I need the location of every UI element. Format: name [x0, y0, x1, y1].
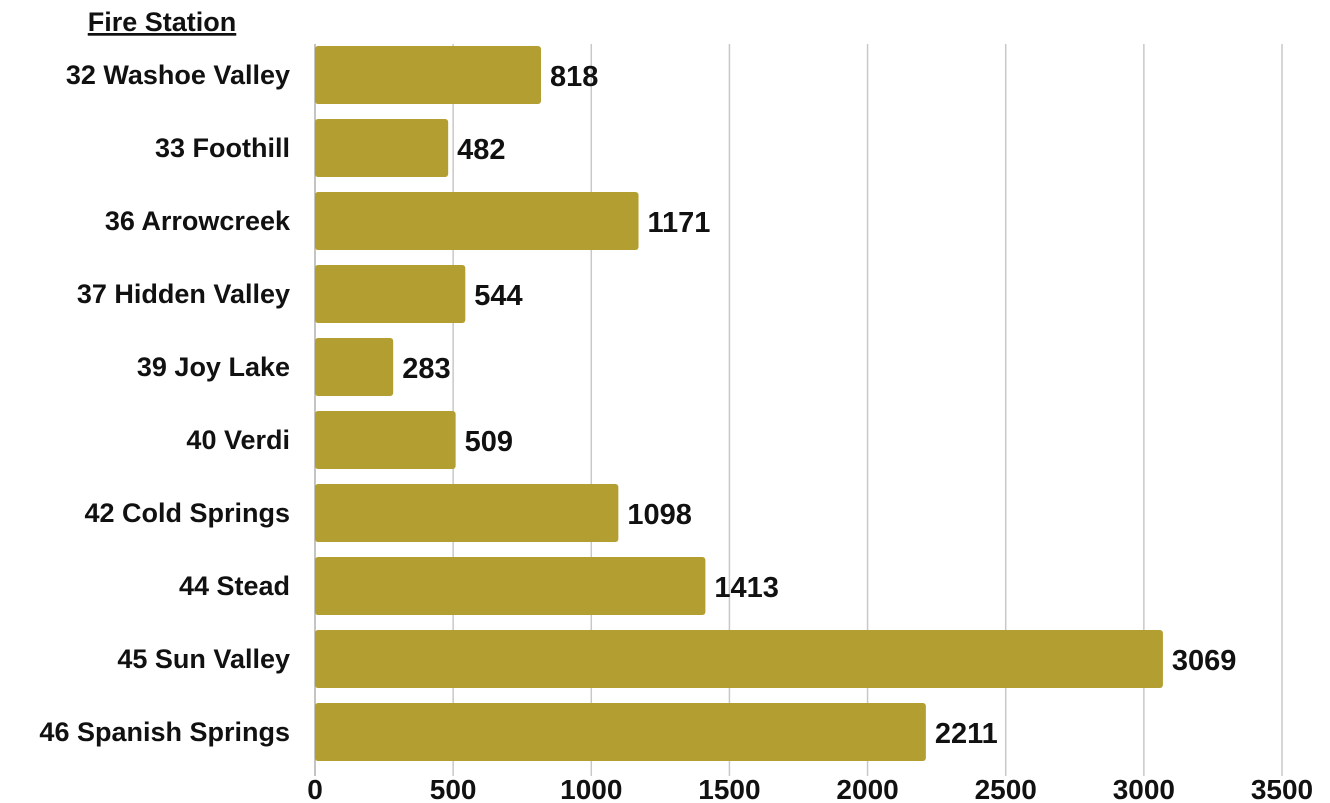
category-label: 46 Spanish Springs [39, 717, 290, 747]
category-label: 33 Foothill [155, 133, 290, 163]
value-label: 283 [402, 353, 450, 385]
x-axis-ticks: 0 500 1000 1500 2000 2500 3000 3500 [307, 774, 1313, 803]
category-label: 37 Hidden Valley [77, 279, 290, 309]
bars [315, 46, 1163, 761]
x-tick-label: 1000 [560, 774, 622, 803]
bar [315, 484, 619, 542]
category-label: 39 Joy Lake [137, 352, 290, 382]
bar [315, 630, 1163, 688]
value-label: 1413 [714, 572, 779, 604]
x-tick-label: 500 [430, 774, 477, 803]
value-label: 509 [465, 426, 513, 458]
x-tick-label: 2500 [975, 774, 1037, 803]
value-label: 544 [474, 280, 522, 312]
category-label: 36 Arrowcreek [105, 206, 291, 236]
value-label: 2211 [935, 718, 998, 750]
bar [315, 338, 394, 396]
bar [315, 411, 456, 469]
bar [315, 119, 449, 177]
labels: 32 Washoe Valley 818 33 Foothill 482 36 Arro… [39, 60, 1236, 750]
value-label: 818 [550, 61, 598, 93]
value-label: 482 [457, 134, 505, 166]
bar [315, 557, 706, 615]
category-label: 40 Verdi [186, 425, 290, 455]
category-label: 45 Sun Valley [117, 644, 290, 674]
value-label: 1098 [627, 499, 692, 531]
x-tick-label: 0 [307, 774, 323, 803]
x-tick-label: 3500 [1251, 774, 1313, 803]
bar [315, 265, 466, 323]
category-label: 42 Cold Springs [84, 498, 290, 528]
x-tick-label: 2000 [836, 774, 898, 803]
grid-lines [314, 44, 1283, 776]
x-tick-label: 1500 [698, 774, 760, 803]
bar [315, 703, 926, 761]
chart-title: Fire Station [88, 7, 237, 37]
category-label: 32 Washoe Valley [66, 60, 290, 90]
value-label: 1171 [648, 207, 711, 239]
bar [315, 46, 542, 104]
category-label: 44 Stead [179, 571, 290, 601]
x-tick-label: 3000 [1113, 774, 1175, 803]
value-label: 3069 [1172, 645, 1237, 677]
bar [315, 192, 639, 250]
